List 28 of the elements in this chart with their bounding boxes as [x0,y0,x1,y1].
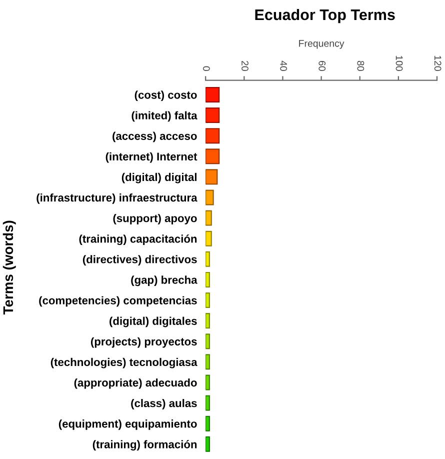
y-tick-label: (digital) digital [122,172,196,184]
y-tick-label: (digital) digitales [110,316,197,328]
y-tick-label: (internet) Internet [106,152,198,163]
y-tick-label: (gap) brecha [131,276,198,286]
y-axis-title: Terms (words) [2,220,16,315]
y-tick-label: (technologies) tecnologiasa [50,358,198,368]
y-tick-label: (class) aulas [131,399,197,410]
x-tick-label: 120 [434,56,442,71]
x-tick-label: 60 [318,60,326,71]
y-tick-label: (competencies) competencias [39,296,197,307]
y-tick-label: (training) formación [92,440,197,451]
y-tick-label: (appropriate) adecuado [74,378,197,389]
x-tick-label: 80 [357,60,364,71]
y-tick-label: (projects) proyectos [91,337,197,348]
y-tick-label: (equipment) equipamiento [58,420,197,430]
x-tick-label: 100 [396,56,403,71]
y-tick-label: (access) acceso [112,132,197,142]
x-tick-label: 40 [280,60,287,71]
y-tick-label: (directives) directivos [82,255,197,266]
y-tick-label: (cost) costo [134,90,197,102]
y-tick-label: (training) capacitación [79,234,197,246]
y-tick-label: (imited) falta [132,111,198,122]
x-axis-title: Frequency [299,40,344,49]
y-tick-label: (infrastructure) infraestructura [36,193,198,204]
y-tick-label: (support) apoyo [113,214,197,224]
x-tick-label: 20 [242,60,248,71]
x-tick-label: 0 [202,66,210,71]
chart-title: Ecuador Top Terms [255,8,395,24]
